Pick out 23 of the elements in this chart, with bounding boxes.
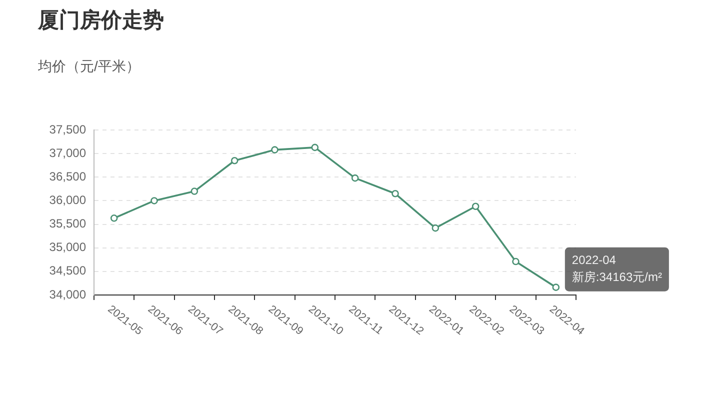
y-tick-label: 35,500 (49, 216, 86, 231)
y-tick-label: 34,500 (49, 264, 86, 278)
point (432, 224, 440, 232)
point (472, 202, 480, 210)
y-tick-label: 36,000 (49, 193, 86, 208)
point (311, 144, 319, 152)
y-tick-label: 37,000 (49, 146, 86, 160)
point (230, 156, 238, 164)
point (392, 190, 399, 198)
point (190, 188, 198, 195)
point (512, 258, 520, 266)
point (110, 214, 118, 222)
y-tick-label: 35,000 (49, 240, 86, 254)
y-axis-title: 均价（元/平米） (38, 58, 140, 76)
point (271, 146, 278, 154)
point (552, 284, 560, 291)
chart-title: 厦门房价走势 (38, 8, 164, 34)
y-tick-label: 37,500 (49, 122, 86, 136)
y-tick-label: 34,000 (49, 287, 86, 302)
y-tick-label: 36,500 (49, 169, 86, 184)
point (150, 197, 158, 204)
point (351, 174, 359, 182)
annotation: 2022-04 新房:34163元/m² (572, 253, 662, 284)
